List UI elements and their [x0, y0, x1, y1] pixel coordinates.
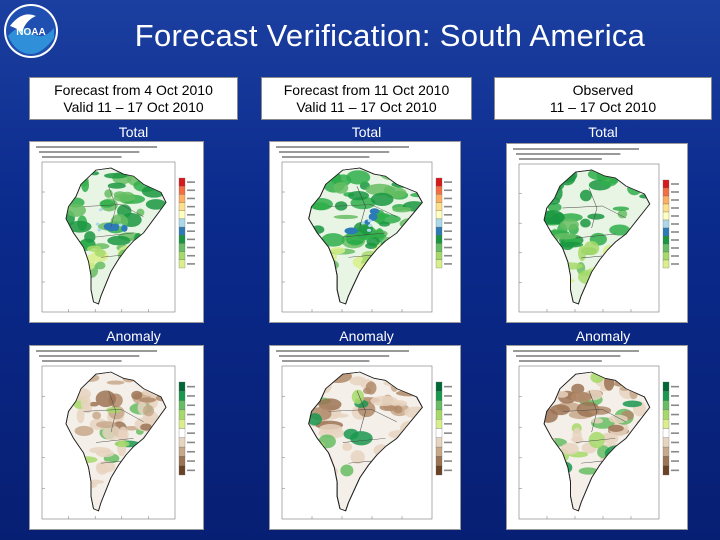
header-line-1: Observed	[572, 81, 634, 98]
anomaly-map-graphic	[36, 350, 195, 520]
svg-text:NOAA: NOAA	[16, 27, 45, 38]
map-forecast-4oct-anomaly	[29, 345, 204, 530]
precipitation-map-graphic	[513, 148, 679, 313]
total-label: Total	[118, 124, 149, 140]
map-observed-anomaly	[506, 345, 688, 530]
column-header-observed: Observed 11 – 17 Oct 2010	[494, 77, 712, 120]
anomaly-map-graphic	[276, 350, 452, 520]
map-forecast-11oct-total	[269, 141, 461, 323]
map-observed-total	[506, 143, 688, 323]
anomaly-label: Anomaly	[339, 328, 394, 344]
total-label: Total	[351, 124, 382, 140]
column-header-forecast-11oct: Forecast from 11 Oct 2010 Valid 11 – 17 …	[261, 77, 472, 120]
map-forecast-11oct-anomaly	[269, 345, 461, 530]
header-line-2: Valid 11 – 17 Oct 2010	[63, 98, 204, 115]
anomaly-label: Anomaly	[575, 328, 631, 344]
column-header-forecast-4oct: Forecast from 4 Oct 2010 Valid 11 – 17 O…	[29, 77, 238, 120]
precipitation-map-graphic	[36, 146, 195, 313]
header-line-1: Forecast from 11 Oct 2010	[283, 81, 450, 98]
precipitation-map-graphic	[276, 146, 452, 313]
total-label: Total	[588, 124, 618, 140]
anomaly-map-graphic	[513, 350, 679, 520]
header-line-2: Valid 11 – 17 Oct 2010	[296, 98, 437, 115]
map-forecast-4oct-total	[29, 141, 204, 323]
noaa-logo-icon: NOAA	[2, 2, 60, 60]
page-title: Forecast Verification: South America	[134, 18, 646, 53]
anomaly-label: Anomaly	[106, 328, 161, 344]
header-line-2: 11 – 17 Oct 2010	[549, 98, 657, 115]
header-line-1: Forecast from 4 Oct 2010	[54, 81, 213, 98]
